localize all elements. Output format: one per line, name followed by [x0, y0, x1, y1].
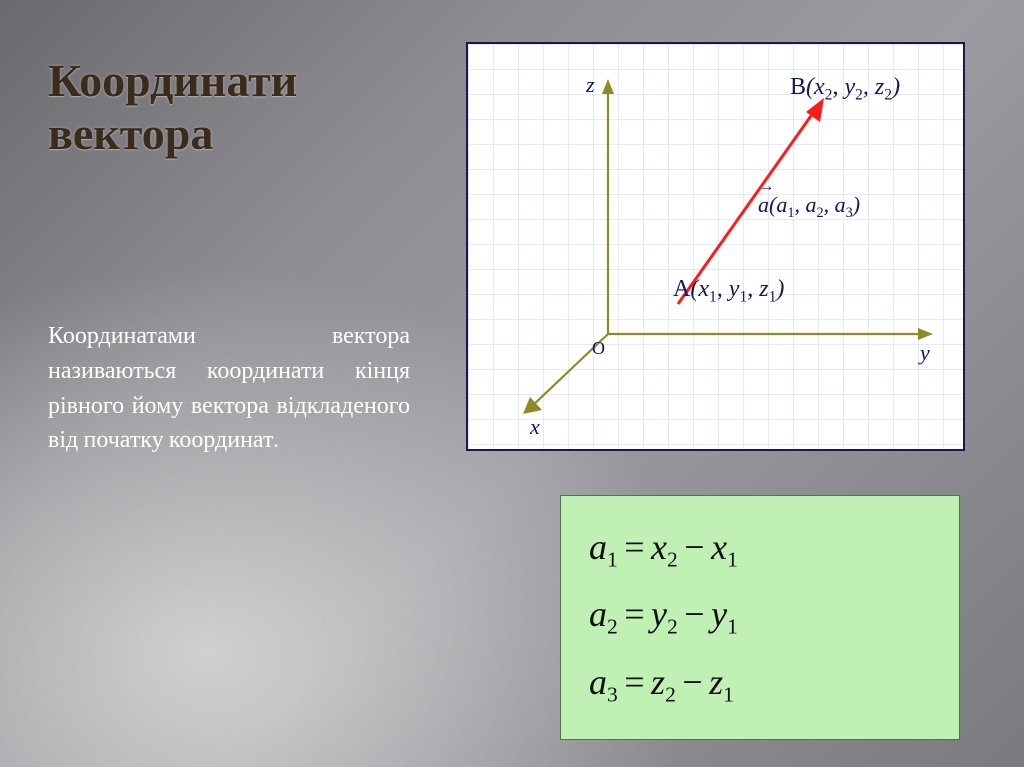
- coordinate-diagram: z y x O A(x1, y1, z1) B(x2, y2, z2) →a(a…: [466, 42, 965, 451]
- point-b-label: B(x2, y2, z2): [790, 74, 900, 104]
- formula-box: a1=x2−x1 a2=y2−y1 a3=z2−z1: [560, 495, 960, 740]
- formula-row-2: a2=y2−y1: [589, 596, 931, 638]
- point-a-label: A(x1, y1, z1): [673, 276, 784, 306]
- z-arrow: [602, 79, 614, 94]
- x-label: x: [530, 414, 540, 440]
- formula-row-3: a3=z2−z1: [589, 664, 931, 706]
- formula-row-1: a1=x2−x1: [589, 529, 931, 571]
- z-label: z: [586, 72, 595, 98]
- y-arrow: [918, 328, 933, 340]
- axes-svg: [468, 44, 963, 449]
- origin-label: O: [592, 338, 605, 359]
- definition-text: Координатами вектора називаються координ…: [48, 318, 410, 457]
- vector-a-label: →a(a1, a2, a3): [758, 192, 860, 222]
- slide-title: Координати вектора: [48, 56, 408, 162]
- y-label: y: [920, 340, 930, 366]
